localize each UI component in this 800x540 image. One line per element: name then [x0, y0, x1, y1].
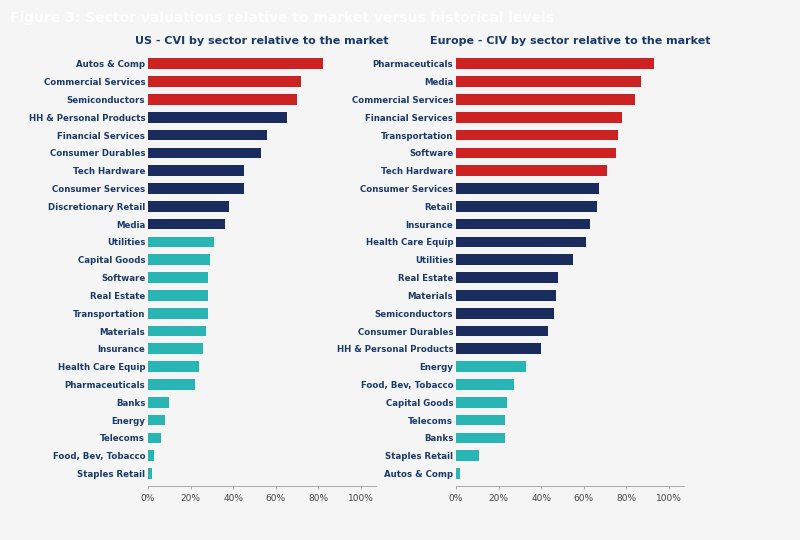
- Bar: [456, 94, 635, 105]
- Bar: [148, 272, 208, 283]
- Bar: [456, 379, 514, 390]
- Bar: [456, 219, 590, 230]
- Bar: [148, 76, 302, 87]
- Bar: [148, 201, 229, 212]
- Bar: [148, 450, 154, 461]
- Bar: [148, 343, 203, 354]
- Bar: [456, 468, 460, 479]
- Bar: [456, 112, 622, 123]
- Bar: [456, 415, 505, 426]
- Bar: [148, 415, 165, 426]
- Bar: [456, 147, 616, 158]
- Bar: [148, 183, 244, 194]
- Bar: [148, 361, 199, 372]
- Bar: [148, 468, 152, 479]
- Bar: [456, 397, 507, 408]
- Bar: [148, 254, 210, 265]
- Bar: [456, 343, 542, 354]
- Bar: [148, 130, 267, 140]
- Bar: [148, 112, 286, 123]
- Bar: [456, 130, 618, 140]
- Bar: [148, 237, 214, 247]
- Text: US - CVI by sector relative to the market: US - CVI by sector relative to the marke…: [135, 36, 389, 46]
- Bar: [148, 219, 225, 230]
- Bar: [148, 308, 208, 319]
- Bar: [148, 290, 208, 301]
- Bar: [456, 165, 607, 176]
- Text: Figure 3: Sector valuations relative to market versus historical levels: Figure 3: Sector valuations relative to …: [10, 11, 554, 25]
- Bar: [456, 254, 573, 265]
- Bar: [456, 433, 505, 443]
- Text: Europe - CIV by sector relative to the market: Europe - CIV by sector relative to the m…: [430, 36, 710, 46]
- Bar: [456, 76, 642, 87]
- Bar: [456, 326, 548, 336]
- Bar: [148, 147, 261, 158]
- Bar: [456, 272, 558, 283]
- Bar: [148, 433, 161, 443]
- Bar: [148, 165, 244, 176]
- Bar: [456, 308, 554, 319]
- Bar: [148, 379, 195, 390]
- Bar: [148, 94, 297, 105]
- Bar: [456, 201, 597, 212]
- Bar: [456, 58, 654, 69]
- Bar: [148, 58, 322, 69]
- Bar: [456, 237, 586, 247]
- Bar: [456, 290, 556, 301]
- Bar: [148, 326, 206, 336]
- Bar: [148, 397, 170, 408]
- Bar: [456, 183, 598, 194]
- Bar: [456, 450, 479, 461]
- Bar: [456, 361, 526, 372]
